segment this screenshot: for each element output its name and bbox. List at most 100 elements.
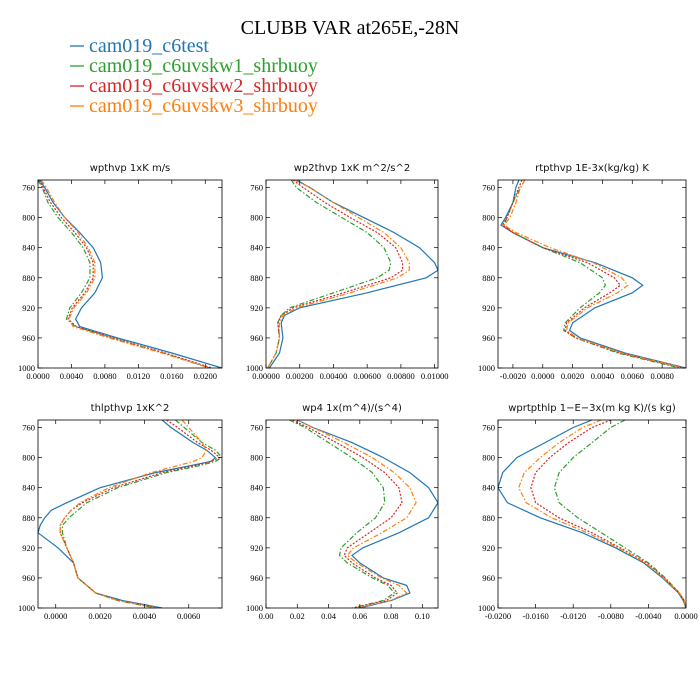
y-tick-label: 760 <box>250 423 263 433</box>
series-group <box>267 180 438 368</box>
x-tick-label: 0.00 <box>259 611 274 621</box>
y-tick-label: 800 <box>250 453 263 463</box>
series-group <box>38 420 222 608</box>
x-tick-label: 0.01000 <box>421 371 449 381</box>
y-tick-label: 1000 <box>18 603 35 613</box>
x-tick-label: 0.00200 <box>286 371 314 381</box>
x-tick-label: -0.0160 <box>522 611 548 621</box>
series-line <box>268 180 438 368</box>
legend: cam019_c6testcam019_c6uvskw1_shrbuoycam0… <box>70 35 318 117</box>
x-tick-label: 0.0040 <box>591 371 614 381</box>
panel: wp4 1x(m^4)/(s^4)76080084088092096010000… <box>246 403 439 621</box>
series-line <box>267 180 404 368</box>
y-tick-label: 800 <box>482 213 495 223</box>
panel-title: thlpthvp 1xK^2 <box>91 403 170 414</box>
y-tick-label: 760 <box>22 183 35 193</box>
y-tick-label: 1000 <box>478 603 495 613</box>
y-tick-label: 840 <box>482 243 495 253</box>
y-tick-label: 880 <box>250 513 263 523</box>
x-tick-label: 0.00000 <box>252 371 280 381</box>
panel-title: wpthvp 1xK m/s <box>90 163 171 174</box>
y-tick-label: 800 <box>482 453 495 463</box>
legend-item: cam019_c6uvskw3_shrbuoy <box>70 95 318 117</box>
x-tick-label: 0.0020 <box>561 371 584 381</box>
y-tick-label: 960 <box>22 333 35 343</box>
x-tick-label: -0.0080 <box>598 611 624 621</box>
x-tick-label: 0.0000 <box>26 371 49 381</box>
y-tick-label: 960 <box>250 333 263 343</box>
x-tick-label: 0.00800 <box>387 371 415 381</box>
panel-title: rtpthvp 1E-3x(kg/kg) K <box>535 163 649 174</box>
y-tick-label: 800 <box>22 453 35 463</box>
series-group <box>500 180 686 368</box>
plot-frame <box>37 419 223 609</box>
legend-item: cam019_c6uvskw1_shrbuoy <box>70 55 318 77</box>
y-tick-label: 880 <box>482 273 495 283</box>
plot-frame <box>265 179 439 369</box>
y-tick-label: 960 <box>22 573 35 583</box>
y-tick-label: 760 <box>250 183 263 193</box>
panel: thlpthvp 1xK^2 760 800 840 880 920 960 1000 0.00… <box>18 403 223 621</box>
y-tick-label: 760 <box>482 183 495 193</box>
y-tick-label: 880 <box>22 273 35 283</box>
panel-title: wprtpthlp 1−E−3x(m kg K)/(s kg) <box>508 403 676 414</box>
x-tick-label: 0.0160 <box>160 371 183 381</box>
y-tick-label: 840 <box>250 483 263 493</box>
y-tick-label: 920 <box>22 543 35 553</box>
y-tick-label: 920 <box>482 543 495 553</box>
y-tick-label: 800 <box>250 213 263 223</box>
y-tick-label: 840 <box>22 243 35 253</box>
series-line <box>297 420 438 608</box>
y-tick-label: 760 <box>22 423 35 433</box>
x-tick-label: -0.0040 <box>635 611 661 621</box>
panel: wpthvp 1xK m/s76080084088092096010000.00… <box>18 163 223 381</box>
plot-frame <box>497 419 687 609</box>
y-tick-label: 880 <box>250 273 263 283</box>
y-tick-label: 880 <box>22 513 35 523</box>
panel: wp2thvp 1xK m^2/s^2 760 800 840 880 920 960 100… <box>246 163 448 381</box>
x-tick-label: 0.00600 <box>353 371 381 381</box>
legend-item: cam019_c6uvskw2_shrbuoy <box>70 75 318 97</box>
legend-label: cam019_c6uvskw1_shrbuoy <box>89 55 318 77</box>
series-line <box>292 420 403 608</box>
x-tick-label: 0.0000 <box>531 371 554 381</box>
series-line <box>59 420 221 608</box>
x-tick-label: 0.0060 <box>177 611 200 621</box>
y-tick-label: 760 <box>482 423 495 433</box>
series-line <box>503 180 681 368</box>
y-tick-label: 1000 <box>246 603 263 613</box>
x-tick-label: 0.0040 <box>60 371 83 381</box>
series-line <box>59 420 208 608</box>
legend-label: cam019_c6uvskw2_shrbuoy <box>89 75 318 97</box>
x-tick-label: 0.02 <box>290 611 305 621</box>
x-tick-label: -0.0120 <box>560 611 586 621</box>
legend-label: cam019_c6test <box>89 35 209 57</box>
series-line <box>501 180 684 368</box>
panel: rtpthvp 1E-3x(kg/kg) K 760 800 840 880 920 960… <box>478 163 687 381</box>
x-tick-label: 0.0040 <box>133 611 156 621</box>
x-tick-label: 0.00400 <box>320 371 348 381</box>
legend-item: cam019_c6test <box>70 35 209 57</box>
x-tick-label: 0.0200 <box>194 371 217 381</box>
panel-title: wp4 1x(m^4)/(s^4) <box>302 403 402 414</box>
y-tick-label: 800 <box>22 213 35 223</box>
x-tick-label: 0.0020 <box>88 611 111 621</box>
y-tick-label: 1000 <box>18 363 35 373</box>
series-group <box>38 180 222 368</box>
figure-title: CLUBB VAR at265E,-28N <box>241 17 460 39</box>
series-line <box>530 420 686 608</box>
x-tick-label: 0.08 <box>384 611 399 621</box>
series-line <box>61 420 222 608</box>
y-tick-label: 1000 <box>246 363 263 373</box>
x-tick-label: 0.0000 <box>44 611 67 621</box>
y-tick-label: 960 <box>250 573 263 583</box>
x-tick-label: 0.10 <box>415 611 430 621</box>
series-line <box>498 420 686 608</box>
series-line <box>267 180 410 368</box>
x-tick-label: 0.06 <box>352 611 367 621</box>
y-tick-label: 920 <box>250 543 263 553</box>
series-line <box>518 420 686 608</box>
y-tick-label: 1000 <box>478 363 495 373</box>
plot-frame <box>497 179 687 369</box>
